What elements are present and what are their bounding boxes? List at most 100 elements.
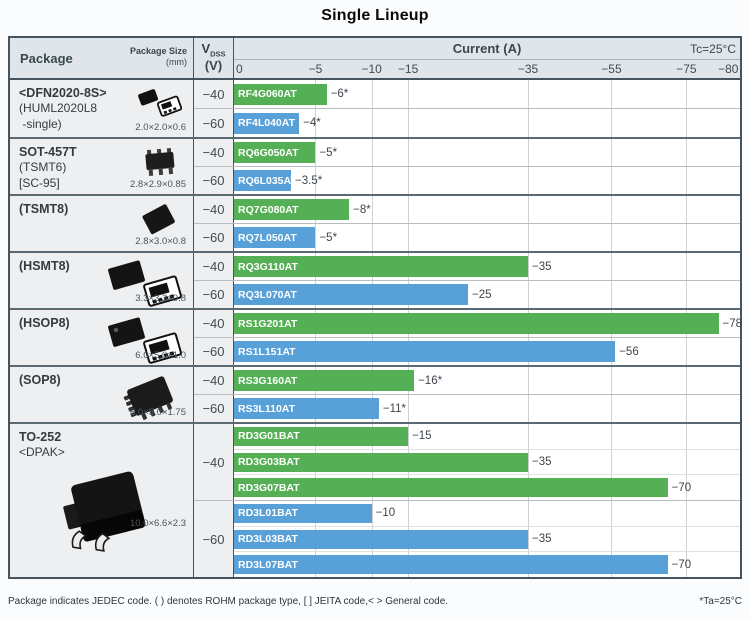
part-number-label: RQ3G110AT (238, 260, 298, 273)
vdss-section: −40 RD3G01BAT −15 RD3G03BAT −35 RD3G07BAT −70 (194, 424, 740, 500)
current-value-label: −56 (619, 345, 639, 358)
lineup-table: Package Package Size (mm) VDSS (V) Curre… (8, 36, 742, 579)
bars-area: RQ7L050AT −5* (234, 224, 740, 251)
vdss-value: −60 (194, 338, 234, 365)
gridline (527, 80, 529, 108)
package-name: <DFN2020-8S> (HUML2020L8 -single) (10, 80, 193, 132)
vdss-value: −60 (194, 395, 234, 422)
bars-area: RF4G060AT −6* (234, 80, 740, 108)
axis-tick-label: −75 (676, 62, 697, 76)
vdss-value: −60 (194, 167, 234, 194)
bars-area: RQ3G110AT −35 (234, 253, 740, 280)
vdss-section: −40 RQ3G110AT −35 (194, 253, 740, 280)
current-value-label: −35 (531, 260, 552, 273)
package-name-line: TO-252 (19, 430, 62, 444)
gridline (686, 224, 688, 251)
package-name: (SOP8) (10, 367, 193, 388)
package-cell: SOT-457T (TSMT6) [SC-95] 2.8×2.9×0.85 (10, 139, 194, 194)
package-group-hsop8: (HSOP8) 6.0×5.0×1.0 −40 RS1G201AT −78 −60 RS1L… (10, 308, 743, 365)
current-value-label: −4* (303, 117, 321, 129)
gridline (686, 424, 688, 500)
table-header: Package Package Size (mm) VDSS (V) Curre… (10, 38, 740, 80)
axis-tick-label: 0 (236, 62, 243, 76)
package-name: SOT-457T (TSMT6) [SC-95] (10, 139, 193, 191)
package-name-line: SOT-457T (19, 145, 77, 159)
current-value-label: −78 (722, 317, 743, 330)
part-number-label: RQ6G050AT (238, 146, 299, 159)
vdss-section: −40 RS1G201AT −78 (194, 310, 743, 337)
vdss-section: −40 RF4G060AT −6* (194, 80, 740, 108)
vdss-value: −40 (194, 139, 234, 166)
part-number-label: RQ7L050AT (238, 231, 297, 244)
current-bar: RS3G160AT (234, 370, 415, 391)
package-size-value: 3.3×3.3×0.8 (135, 293, 186, 304)
axis-tick-label: −80 (718, 62, 739, 76)
group-rows: −40 RQ6G050AT −5* −60 RQ6L035AT −3.5* (194, 139, 740, 194)
package-name-line: -single) (19, 116, 62, 131)
gridline (408, 109, 410, 137)
gridline (527, 167, 529, 194)
package-name-line: <DPAK> (19, 445, 65, 460)
package-name-line: (SOP8) (19, 373, 61, 387)
current-value-label: −6* (330, 88, 349, 100)
gridline (611, 424, 613, 500)
package-name: (HSMT8) (10, 253, 193, 274)
bar-row: RS1G201AT −78 (234, 310, 743, 337)
package-group-sot457t: SOT-457T (TSMT6) [SC-95] 2.8×2.9×0.85 −40 RQ6… (10, 137, 740, 194)
package-name-line: [SC-95] (19, 175, 60, 190)
current-bar: RD3L07BAT (234, 555, 668, 575)
gridline (371, 167, 373, 194)
current-bar: RD3L03BAT (234, 529, 528, 549)
vdss-section: −40 RS3G160AT −16* (194, 367, 740, 394)
gridline (527, 109, 529, 137)
current-bar: RF4G060AT (234, 83, 327, 105)
bar-row: RD3L03BAT −35 (234, 525, 740, 552)
vdss-section: −60 RS3L110AT −11* (194, 394, 740, 422)
bars-area: RQ6G050AT −5* (234, 139, 740, 166)
gridline (527, 253, 529, 280)
group-rows: −40 RS3G160AT −16* −60 RS3L110AT −11* (194, 367, 740, 422)
part-number-label: RD3L07BAT (238, 558, 298, 571)
vdss-section: −60 RQ3L070AT −25 (194, 280, 740, 308)
current-axis-header: Current (A) Tc=25°C 0 −5 −10 −15 −35 −55 −75 −8… (234, 38, 740, 78)
gridline (408, 224, 410, 251)
package-group-tsmt8: (TSMT8) 2.8×3.0×0.8 −40 RQ7G080AT −8* −60 RQ7L… (10, 194, 740, 251)
gridline (686, 109, 688, 137)
gridline (611, 367, 613, 394)
package-cell: TO-252 <DPAK> 10.0×6.6×2.3 (10, 424, 194, 577)
gridline (611, 139, 613, 166)
group-rows: −40 RF4G060AT −6* −60 RF4L040AT −4* (194, 80, 740, 137)
gridline (371, 196, 373, 223)
group-rows: −40 RQ7G080AT −8* −60 RQ7L050AT −5* (194, 196, 740, 251)
package-image-dfn2020-icon (133, 84, 185, 123)
part-number-label: RS1G201AT (238, 317, 298, 330)
bars-area: RD3L01BAT −10 RD3L03BAT −35 RD3L07BAT −70 (234, 501, 740, 577)
gridline (686, 338, 688, 365)
vdss-value: −60 (194, 501, 234, 577)
gridline (371, 109, 373, 137)
package-name-line: (TSMT6) (19, 160, 67, 175)
part-number-label: RQ6L035AT (238, 174, 297, 187)
current-header-row: Current (A) Tc=25°C (234, 38, 740, 60)
package-size-header-label: Package Size (mm) (130, 46, 187, 69)
current-bar: RD3G01BAT (234, 426, 409, 446)
axis-tick-label: −35 (517, 62, 539, 76)
current-value-label: −16* (418, 374, 443, 387)
axis-tick-row: 0 −5 −10 −15 −35 −55 −75 −80 (234, 60, 740, 78)
footer: Package indicates JEDEC code. ( ) denote… (8, 596, 742, 607)
vdss-value: −40 (194, 80, 234, 108)
gridline (371, 80, 373, 108)
bar-row: RQ6G050AT −5* (234, 139, 740, 166)
vdss-section: −60 RS1L151AT −56 (194, 337, 740, 365)
bar-row: RD3G01BAT −15 (234, 424, 740, 449)
bar-row: RD3G03BAT −35 (234, 448, 740, 475)
current-bar: RD3L01BAT (234, 503, 372, 523)
group-rows: −40 RS1G201AT −78 −60 RS1L151AT −56 (194, 310, 743, 365)
package-name-line: (HUML2020L8 (19, 101, 98, 116)
gridline (315, 109, 317, 137)
gridline (686, 501, 688, 577)
part-number-label: RD3G07BAT (238, 481, 300, 494)
gridline (527, 395, 529, 422)
bars-area: RQ3L070AT −25 (234, 281, 740, 308)
